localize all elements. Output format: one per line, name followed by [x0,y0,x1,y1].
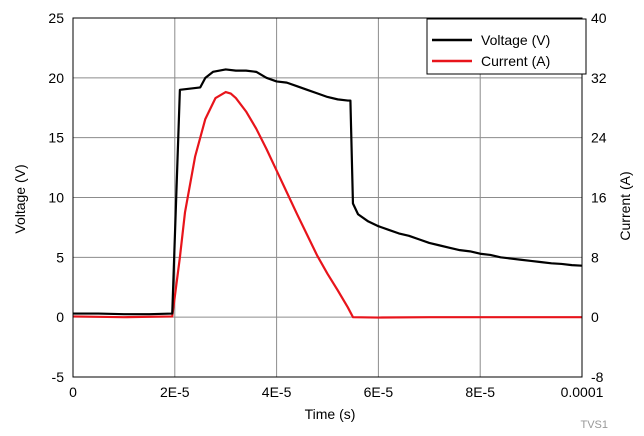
y-left-tick-label: -5 [52,369,65,385]
y-right-tick-label: 0 [591,309,599,325]
x-tick-label: 6E-5 [364,384,394,400]
y-left-tick-label: 0 [56,309,64,325]
y-left-tick-label: 5 [56,249,64,265]
y-left-tick-label: 20 [48,70,64,86]
plot-frame [72,17,583,378]
voltage-series-line [73,68,583,316]
x-tick-label: 8E-5 [465,384,495,400]
y-axis-right-label: Current (A) [617,171,633,240]
x-tick-label: 2E-5 [160,384,190,400]
legend-box [426,18,587,75]
watermark-text: TVS1 [580,419,608,431]
current-series-line [72,90,582,319]
legend-label-current: Current (A) [481,53,550,69]
legend: Voltage (V) Current (A) [426,18,587,75]
x-tick-label: 0 [69,384,77,400]
x-tick-label: 4E-5 [262,384,292,400]
x-axis-label: Time (s) [305,406,356,422]
tick-labels: 0 2E-5 4E-5 6E-5 8E-5 0.0001-50510152025-8081… [48,10,606,400]
y-axis-left-label: Voltage (V) [12,164,28,233]
y-right-tick-label: 16 [591,190,607,206]
plot-series [72,68,583,319]
y-right-tick-label: 8 [591,249,599,265]
y-left-tick-label: 15 [48,130,64,146]
y-right-tick-label: -8 [591,369,604,385]
y-right-tick-label: 40 [591,10,607,26]
y-left-tick-label: 10 [48,190,64,206]
y-right-tick-label: 32 [591,70,607,86]
legend-label-voltage: Voltage (V) [481,32,550,48]
y-right-tick-label: 24 [591,130,607,146]
x-tick-label: 0.0001 [561,384,604,400]
y-left-tick-label: 25 [48,10,64,26]
